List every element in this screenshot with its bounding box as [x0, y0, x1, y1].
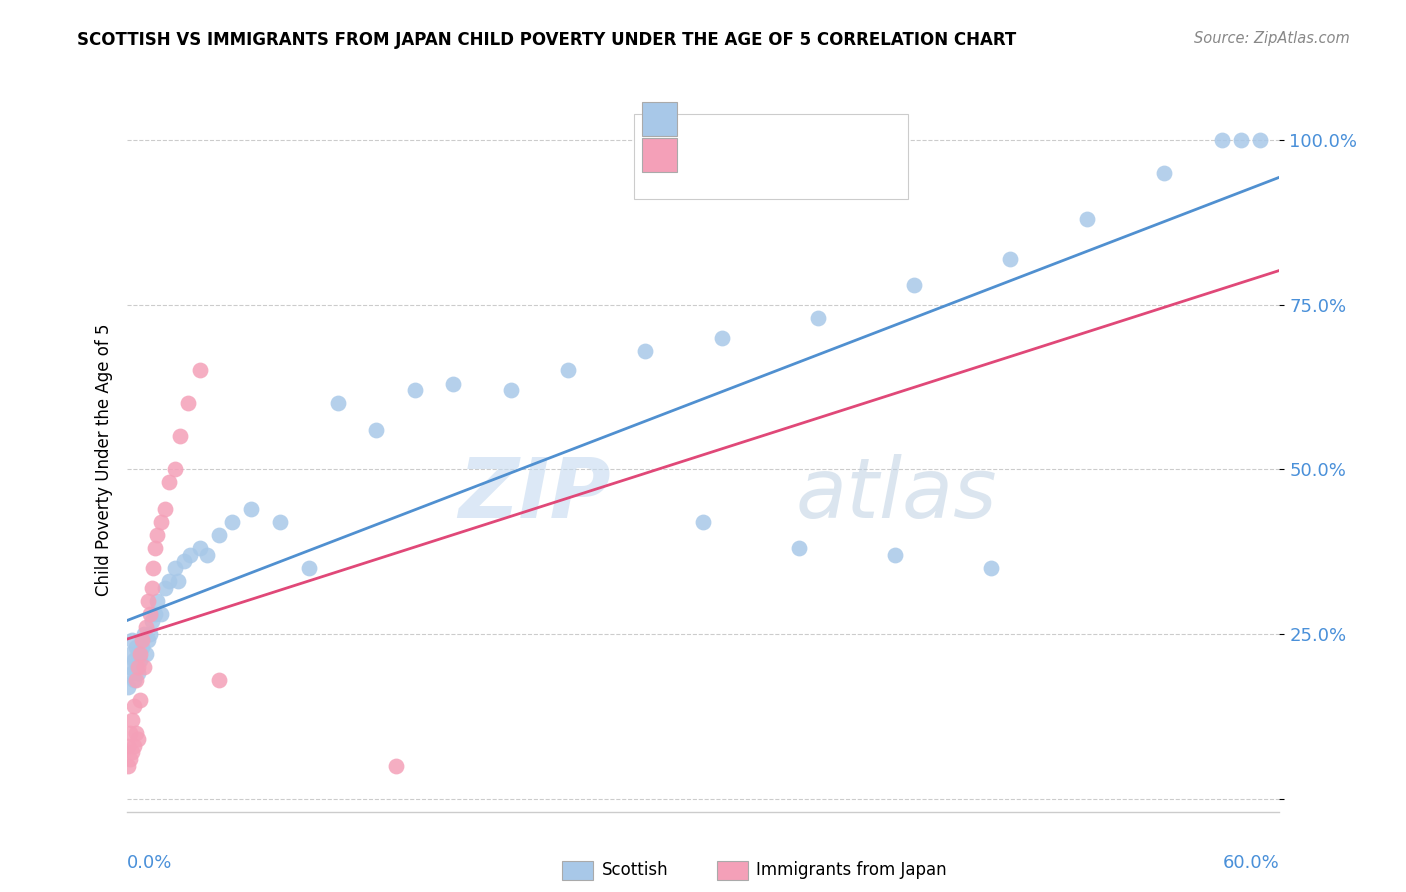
Point: [129, 653, 152, 667]
Point: [157, 475, 180, 490]
Point: [1230, 133, 1253, 147]
Point: [136, 633, 159, 648]
Point: [195, 548, 218, 562]
Point: [120, 660, 142, 674]
Point: [138, 607, 160, 622]
Point: [188, 363, 211, 377]
Point: [122, 699, 145, 714]
Point: [1076, 212, 1098, 227]
Point: [240, 501, 263, 516]
Point: [121, 713, 143, 727]
Point: [141, 581, 163, 595]
Point: [122, 673, 145, 687]
Point: [153, 581, 176, 595]
Point: [145, 607, 166, 622]
Point: [557, 363, 579, 377]
Text: SCOTTISH VS IMMIGRANTS FROM JAPAN CHILD POVERTY UNDER THE AGE OF 5 CORRELATION C: SCOTTISH VS IMMIGRANTS FROM JAPAN CHILD …: [77, 31, 1017, 49]
Point: [142, 561, 165, 575]
Point: [157, 574, 180, 589]
Point: [121, 666, 143, 681]
Point: [884, 548, 907, 562]
Point: [221, 515, 243, 529]
Text: 60.0%: 60.0%: [1223, 854, 1279, 872]
Point: [173, 554, 195, 568]
Point: [208, 673, 231, 687]
Point: [129, 647, 152, 661]
Point: [117, 680, 139, 694]
Point: [903, 277, 925, 292]
Point: [711, 330, 734, 344]
Point: [127, 660, 149, 674]
Point: [122, 653, 145, 667]
Text: atlas: atlas: [796, 454, 997, 535]
Point: [366, 423, 388, 437]
Point: [127, 647, 149, 661]
Point: [125, 640, 148, 654]
Text: R = 0.634   N = 32: R = 0.634 N = 32: [686, 162, 886, 182]
Point: [150, 515, 173, 529]
Point: [167, 574, 190, 589]
Point: [787, 541, 810, 556]
Point: [404, 383, 426, 397]
Point: [132, 660, 155, 674]
Point: [208, 528, 231, 542]
Point: [163, 561, 186, 575]
Point: [179, 548, 201, 562]
Point: [131, 633, 153, 648]
Point: [634, 343, 657, 358]
Point: [117, 739, 139, 753]
Point: [138, 627, 160, 641]
Text: Scottish: Scottish: [602, 861, 668, 879]
Point: [135, 647, 157, 661]
Text: R = 0.769   N = 54: R = 0.769 N = 54: [686, 127, 886, 146]
Point: [132, 627, 155, 641]
Point: [146, 594, 169, 608]
Point: [499, 383, 522, 397]
Text: Immigrants from Japan: Immigrants from Japan: [756, 861, 948, 879]
Point: [298, 561, 321, 575]
Point: [384, 758, 406, 772]
Point: [121, 746, 143, 760]
Point: [153, 501, 176, 516]
Point: [150, 607, 173, 622]
Point: [120, 647, 142, 661]
Text: Source: ZipAtlas.com: Source: ZipAtlas.com: [1194, 31, 1350, 46]
Point: [169, 429, 191, 443]
Text: ZIP: ZIP: [458, 454, 610, 535]
Point: [135, 620, 157, 634]
Point: [1153, 166, 1175, 180]
Point: [117, 758, 139, 772]
Point: [125, 673, 148, 687]
Y-axis label: Child Poverty Under the Age of 5: Child Poverty Under the Age of 5: [94, 323, 112, 596]
Text: 0.0%: 0.0%: [127, 854, 172, 872]
Point: [1211, 133, 1233, 147]
Point: [125, 660, 148, 674]
Point: [141, 614, 163, 628]
Point: [177, 396, 200, 410]
Point: [127, 732, 149, 747]
Point: [807, 310, 830, 325]
Point: [980, 561, 1002, 575]
Point: [122, 739, 145, 753]
Point: [131, 640, 153, 654]
Point: [188, 541, 211, 556]
Point: [441, 376, 464, 391]
Point: [1249, 133, 1271, 147]
Point: [127, 666, 149, 681]
Point: [269, 515, 291, 529]
Point: [163, 462, 186, 476]
Point: [145, 541, 166, 556]
Point: [146, 528, 169, 542]
Point: [120, 725, 142, 739]
Point: [121, 633, 143, 648]
Point: [1000, 252, 1022, 266]
Point: [326, 396, 349, 410]
Point: [120, 752, 142, 766]
Point: [129, 692, 152, 706]
Point: [136, 594, 159, 608]
Point: [125, 725, 148, 739]
Point: [692, 515, 714, 529]
